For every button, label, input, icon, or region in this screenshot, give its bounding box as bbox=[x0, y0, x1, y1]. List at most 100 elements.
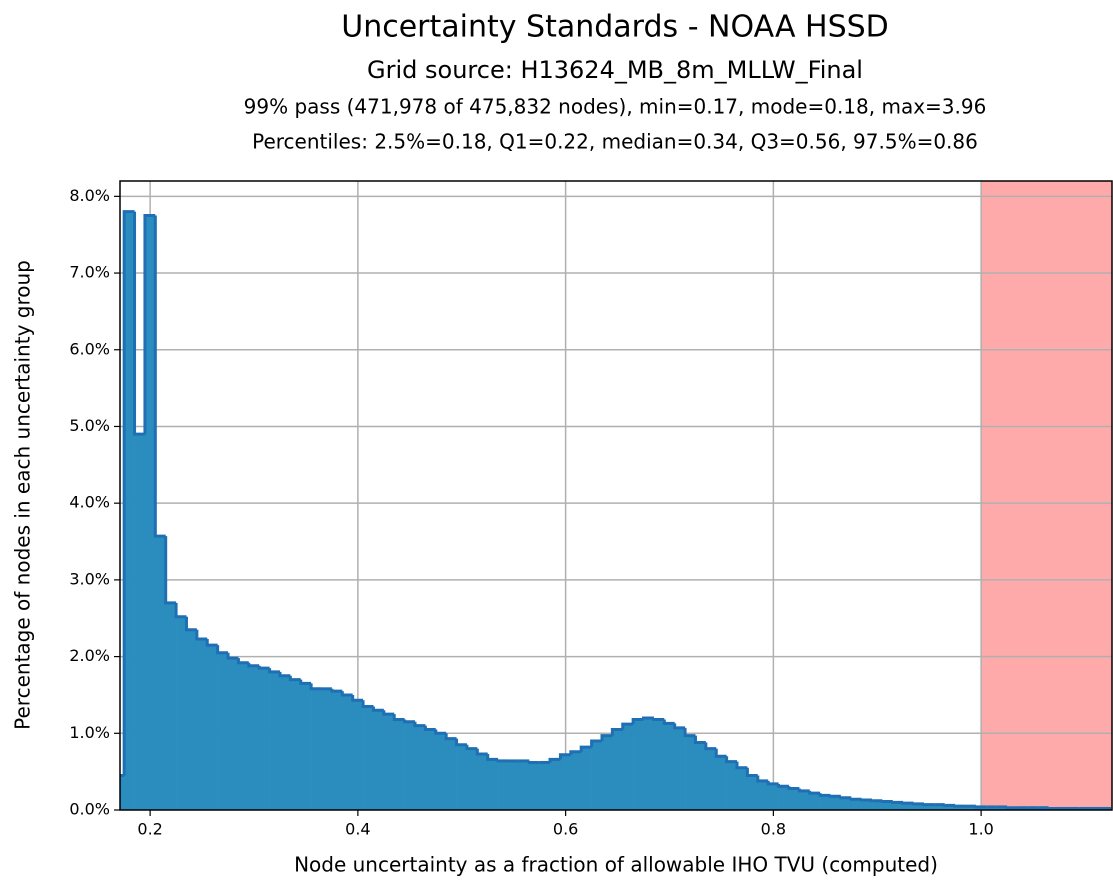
bar bbox=[591, 740, 603, 810]
bar bbox=[207, 645, 218, 810]
bar-outline bbox=[288, 675, 301, 682]
y-tick-label: 8.0% bbox=[69, 186, 110, 205]
bar-outline bbox=[309, 683, 322, 691]
bar bbox=[134, 434, 146, 810]
bar-outline bbox=[247, 662, 260, 668]
y-tick-label: 5.0% bbox=[69, 416, 110, 435]
bar-outline bbox=[558, 753, 571, 760]
y-tick-label: 7.0% bbox=[69, 263, 110, 282]
bar-outline bbox=[330, 688, 343, 693]
bar-outline bbox=[673, 723, 686, 730]
bar bbox=[944, 805, 956, 810]
bar-outline bbox=[797, 788, 810, 793]
y-tick-label: 0.0% bbox=[69, 800, 110, 819]
bar-outline bbox=[444, 733, 457, 741]
bar bbox=[508, 760, 520, 810]
bar-outline bbox=[527, 760, 540, 764]
chart-subtitle: Grid source: H13624_MB_8m_MLLW_Final bbox=[367, 56, 863, 84]
bar bbox=[612, 729, 624, 810]
bar bbox=[809, 793, 821, 810]
bar-outline bbox=[278, 671, 291, 678]
plot-area bbox=[120, 181, 1112, 810]
bar bbox=[633, 719, 644, 810]
bar bbox=[228, 658, 239, 810]
bar bbox=[986, 806, 997, 810]
bar bbox=[394, 719, 405, 810]
bar-outline bbox=[579, 745, 592, 752]
bar bbox=[892, 802, 904, 810]
bar bbox=[830, 796, 842, 810]
bar-outline bbox=[704, 742, 717, 751]
bar-outline bbox=[839, 796, 852, 800]
bar-outline bbox=[226, 652, 239, 660]
x-tick-label: 0.2 bbox=[137, 820, 162, 839]
bar bbox=[955, 806, 966, 810]
bar bbox=[716, 756, 727, 810]
bar-outline bbox=[340, 691, 353, 697]
bar bbox=[726, 761, 738, 810]
bar bbox=[446, 738, 457, 810]
bar bbox=[415, 725, 426, 810]
y-tick-label: 1.0% bbox=[69, 723, 110, 742]
bar-outline bbox=[683, 727, 696, 738]
bar-outline bbox=[787, 786, 800, 791]
bar bbox=[840, 797, 852, 810]
bar bbox=[518, 760, 530, 810]
bar-outline bbox=[184, 616, 197, 632]
bar-outline bbox=[756, 775, 769, 783]
bar bbox=[851, 799, 862, 810]
bar bbox=[788, 788, 800, 810]
bar bbox=[934, 804, 946, 810]
bar bbox=[425, 729, 437, 810]
y-axis-label: Percentage of nodes in each uncertainty … bbox=[11, 260, 35, 730]
bar-outline bbox=[943, 803, 956, 807]
bar-outline bbox=[745, 767, 758, 777]
bar bbox=[965, 806, 977, 810]
bar-outline bbox=[891, 800, 904, 804]
bar-outline bbox=[236, 658, 249, 665]
bar-outline bbox=[912, 802, 924, 806]
bar-outline bbox=[548, 757, 561, 763]
bar-outline bbox=[600, 734, 613, 741]
bar-outline bbox=[413, 721, 426, 728]
bar bbox=[279, 675, 291, 810]
bar bbox=[695, 742, 707, 810]
bar bbox=[404, 721, 416, 810]
bar-outline bbox=[714, 748, 727, 758]
bar-outline bbox=[953, 804, 966, 808]
bar bbox=[913, 803, 925, 810]
bar bbox=[757, 780, 769, 810]
bar bbox=[124, 211, 135, 810]
bar-outline bbox=[1047, 806, 1060, 810]
bar bbox=[581, 747, 592, 810]
bar-outline bbox=[662, 719, 675, 725]
bar-outline bbox=[205, 638, 218, 647]
bar bbox=[487, 759, 499, 810]
bar-outline bbox=[164, 536, 177, 605]
bar-outline bbox=[133, 211, 145, 436]
bar-outline bbox=[423, 725, 436, 731]
bar bbox=[820, 795, 831, 810]
bar-outline bbox=[143, 214, 156, 435]
bar bbox=[321, 688, 333, 810]
bar-outline bbox=[1005, 806, 1018, 810]
bar-outline bbox=[725, 756, 738, 764]
bar bbox=[674, 727, 686, 810]
bar bbox=[747, 775, 759, 810]
bar bbox=[290, 679, 302, 810]
bar bbox=[248, 665, 260, 810]
bar bbox=[259, 668, 270, 810]
bar-outline bbox=[777, 783, 789, 788]
bar-outline bbox=[642, 716, 654, 720]
annotation: Percentiles: 2.5%=0.18, Q1=0.22, median=… bbox=[252, 130, 978, 154]
bar bbox=[653, 719, 665, 810]
bar bbox=[861, 800, 873, 810]
bar bbox=[622, 724, 634, 810]
bar bbox=[570, 751, 582, 810]
bar bbox=[664, 723, 675, 810]
bar bbox=[778, 786, 790, 810]
bar bbox=[176, 616, 187, 810]
bar bbox=[373, 710, 385, 810]
bar bbox=[311, 688, 322, 810]
